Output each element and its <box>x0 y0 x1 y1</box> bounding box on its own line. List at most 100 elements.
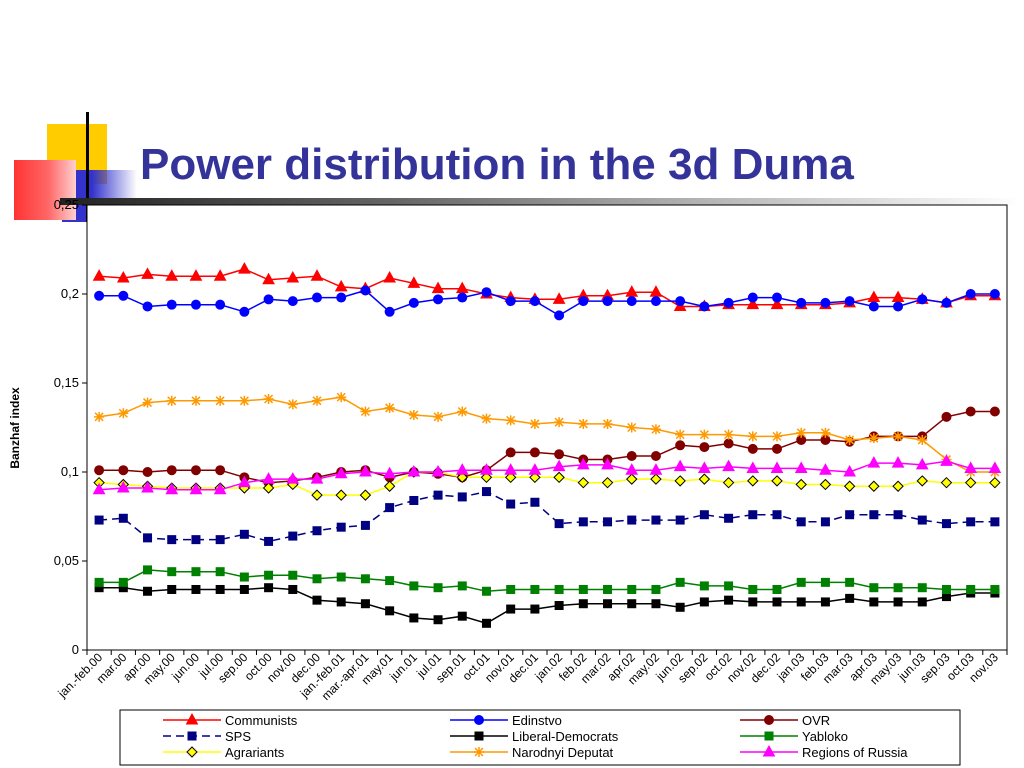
data-point-edinstvo <box>723 297 734 308</box>
data-point-liberal-democrats <box>530 604 540 614</box>
data-point-edinstvo <box>239 306 250 317</box>
data-point-agrariants <box>650 473 662 485</box>
data-point-regions-of-russia <box>455 463 469 475</box>
legend-swatch-marker <box>186 746 198 758</box>
legend-item-liberal-democrats: Liberal-Democrats <box>450 729 619 744</box>
data-point-yabloko <box>651 584 661 594</box>
data-point-communists <box>431 281 445 294</box>
data-point-regions-of-russia <box>746 461 760 473</box>
data-point-ovr <box>142 467 153 477</box>
legend-swatch-marker <box>764 715 774 725</box>
data-point-regions-of-russia <box>383 466 396 479</box>
data-point-narodnyi-deputat <box>142 397 153 408</box>
data-point-yabloko <box>990 584 1000 594</box>
legend-swatch-marker <box>474 747 484 757</box>
data-point-sps <box>457 492 467 502</box>
data-point-edinstvo <box>215 299 226 310</box>
data-point-ovr <box>772 443 782 454</box>
data-point-narodnyi-deputat <box>772 431 782 442</box>
data-point-narodnyi-deputat <box>360 406 371 417</box>
data-point-yabloko <box>288 570 298 580</box>
data-point-yabloko <box>917 583 927 593</box>
data-point-regions-of-russia <box>601 457 614 470</box>
data-point-edinstvo <box>650 296 661 307</box>
data-point-sps <box>506 499 516 509</box>
data-point-narodnyi-deputat <box>215 395 226 406</box>
data-point-liberal-democrats <box>772 597 782 607</box>
data-point-liberal-democrats <box>699 597 709 607</box>
data-point-sps <box>627 515 637 525</box>
data-point-sps <box>724 513 734 523</box>
data-point-agrariants <box>480 471 493 484</box>
data-point-sps <box>118 513 128 523</box>
data-point-liberal-democrats <box>724 595 734 605</box>
data-point-edinstvo <box>360 285 371 296</box>
data-point-regions-of-russia <box>92 482 106 495</box>
series-line-regions-of-russia <box>99 460 995 491</box>
data-point-sps <box>360 520 370 530</box>
data-point-liberal-democrats <box>506 604 516 614</box>
data-point-narodnyi-deputat <box>190 395 201 406</box>
data-point-narodnyi-deputat <box>529 418 540 429</box>
data-point-communists <box>286 270 300 283</box>
series-liberal-democrats <box>94 583 1000 628</box>
data-point-regions-of-russia <box>794 461 808 473</box>
data-point-agrariants <box>964 476 977 489</box>
data-point-sps <box>917 515 927 525</box>
data-point-liberal-democrats <box>820 597 830 607</box>
data-point-narodnyi-deputat <box>820 427 831 438</box>
data-point-ovr <box>675 440 686 451</box>
data-point-liberal-democrats <box>748 597 758 607</box>
data-point-communists <box>770 297 784 310</box>
data-point-narodnyi-deputat <box>699 429 710 440</box>
data-point-liberal-democrats <box>481 618 491 628</box>
data-point-communists <box>310 269 324 281</box>
data-point-narodnyi-deputat <box>433 411 444 422</box>
data-point-sps <box>578 517 588 527</box>
legend-label: Liberal-Democrats <box>512 729 619 744</box>
data-point-agrariants <box>311 489 323 501</box>
data-point-sps <box>554 519 564 529</box>
data-point-yabloko <box>796 577 806 587</box>
data-point-liberal-democrats <box>312 595 322 605</box>
data-point-sps <box>288 531 298 541</box>
data-point-agrariants <box>698 473 711 485</box>
data-point-edinstvo <box>578 296 589 307</box>
data-point-edinstvo <box>384 306 395 317</box>
data-point-narodnyi-deputat <box>336 392 347 403</box>
data-point-edinstvo <box>554 310 565 321</box>
data-point-narodnyi-deputat <box>312 395 322 406</box>
data-point-agrariants <box>504 471 517 484</box>
legend-label: Communists <box>225 713 298 728</box>
data-point-regions-of-russia <box>116 480 130 493</box>
data-point-liberal-democrats <box>869 597 879 607</box>
data-point-yabloko <box>215 567 225 577</box>
data-point-sps <box>94 515 104 525</box>
data-point-ovr <box>505 447 516 458</box>
data-point-ovr <box>118 465 129 476</box>
data-point-narodnyi-deputat <box>287 399 298 410</box>
data-point-sps <box>530 497 540 507</box>
data-point-edinstvo <box>433 294 444 305</box>
data-point-narodnyi-deputat <box>505 415 516 426</box>
data-point-ovr <box>941 411 952 422</box>
data-point-sps <box>796 517 806 527</box>
data-point-agrariants <box>577 476 590 489</box>
data-point-ovr <box>747 443 758 454</box>
series-group <box>92 262 1002 628</box>
data-point-yabloko <box>264 570 274 580</box>
data-point-narodnyi-deputat <box>747 431 758 442</box>
data-point-agrariants <box>795 478 807 491</box>
data-point-narodnyi-deputat <box>796 427 807 438</box>
data-point-liberal-democrats <box>191 584 201 594</box>
data-point-regions-of-russia <box>431 464 445 477</box>
data-point-yabloko <box>433 583 443 593</box>
data-point-ovr <box>965 406 976 417</box>
legend-item-edinstvo: Edinstvo <box>450 713 562 728</box>
data-point-liberal-democrats <box>651 599 661 609</box>
data-point-agrariants <box>771 475 783 487</box>
data-point-regions-of-russia <box>213 482 227 495</box>
data-point-liberal-democrats <box>627 599 637 609</box>
data-point-communists <box>213 269 227 281</box>
legend-swatch-marker <box>185 712 199 725</box>
